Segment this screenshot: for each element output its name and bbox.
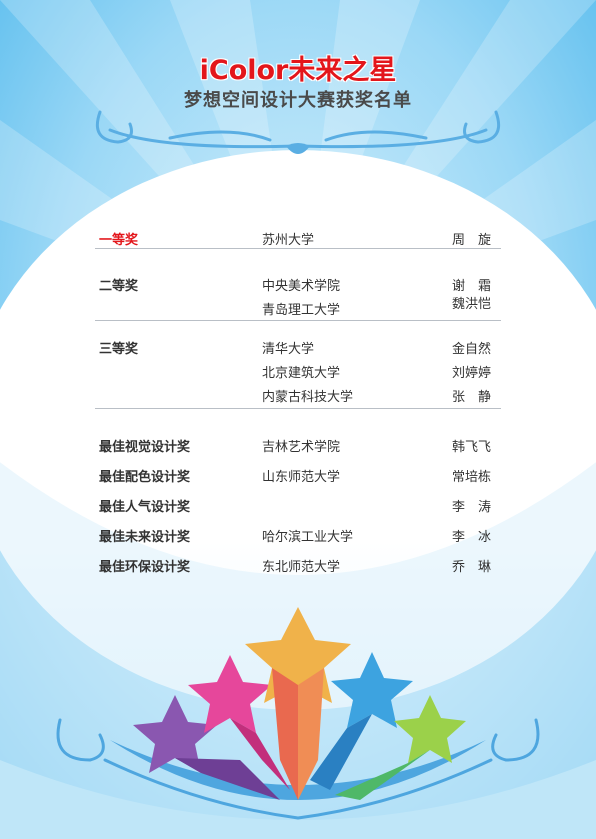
school-name: 山东师范大学 — [262, 470, 341, 485]
award-name: 最佳视觉设计奖 — [99, 440, 191, 455]
school-name: 北京建筑大学 — [262, 366, 341, 381]
winner-name: 刘婷婷 — [452, 366, 492, 381]
table-row: 最佳人气设计奖 李 涛 — [0, 496, 596, 518]
page-title: iColor未来之星 — [199, 55, 397, 86]
winner-name: 金自然 — [452, 342, 492, 357]
award-name: 二等奖 — [99, 279, 139, 294]
winner-name: 韩飞飞 — [452, 440, 492, 455]
winner-name: 李 冰 — [452, 530, 492, 545]
award-name: 最佳环保设计奖 — [99, 560, 191, 575]
divider — [95, 320, 501, 321]
table-row: 三等奖 清华大学 金自然 — [0, 338, 596, 360]
table-row: 北京建筑大学 刘婷婷 — [0, 362, 596, 384]
school-name: 东北师范大学 — [262, 560, 341, 575]
table-row: 青岛理工大学 魏洪恺 — [0, 297, 596, 319]
winner-name: 周 旋 — [452, 233, 492, 248]
divider — [95, 248, 501, 249]
table-row: 最佳配色设计奖 山东师范大学 常培栋 — [0, 466, 596, 488]
school-name: 青岛理工大学 — [262, 303, 341, 318]
divider — [95, 408, 501, 409]
winner-name: 乔 琳 — [452, 560, 492, 575]
stars-illustration — [133, 607, 466, 800]
winner-name: 魏洪恺 — [452, 297, 492, 312]
award-name: 一等奖 — [99, 233, 139, 248]
school-name: 中央美术学院 — [262, 279, 341, 294]
page-subtitle: 梦想空间设计大赛获奖名单 — [184, 90, 412, 111]
table-row: 最佳环保设计奖 东北师范大学 乔 琳 — [0, 556, 596, 578]
table-row: 最佳视觉设计奖 吉林艺术学院 韩飞飞 — [0, 436, 596, 458]
school-name: 苏州大学 — [262, 233, 315, 248]
award-name: 最佳配色设计奖 — [99, 470, 191, 485]
table-row: 一等奖 苏州大学 周 旋 — [0, 229, 596, 251]
table-row: 内蒙古科技大学 张 静 — [0, 386, 596, 408]
school-name: 清华大学 — [262, 342, 315, 357]
winner-name: 谢 霜 — [452, 279, 492, 294]
award-name: 最佳未来设计奖 — [99, 530, 191, 545]
school-name: 吉林艺术学院 — [262, 440, 341, 455]
winner-name: 李 涛 — [452, 500, 492, 515]
table-row: 二等奖 中央美术学院 谢 霜 — [0, 275, 596, 297]
winner-name: 张 静 — [452, 390, 492, 405]
table-row: 最佳未来设计奖 哈尔滨工业大学 李 冰 — [0, 526, 596, 548]
award-name: 三等奖 — [99, 342, 139, 357]
school-name: 哈尔滨工业大学 — [262, 530, 354, 545]
winner-name: 常培栋 — [452, 470, 492, 485]
award-name: 最佳人气设计奖 — [99, 500, 191, 515]
school-name: 内蒙古科技大学 — [262, 390, 354, 405]
